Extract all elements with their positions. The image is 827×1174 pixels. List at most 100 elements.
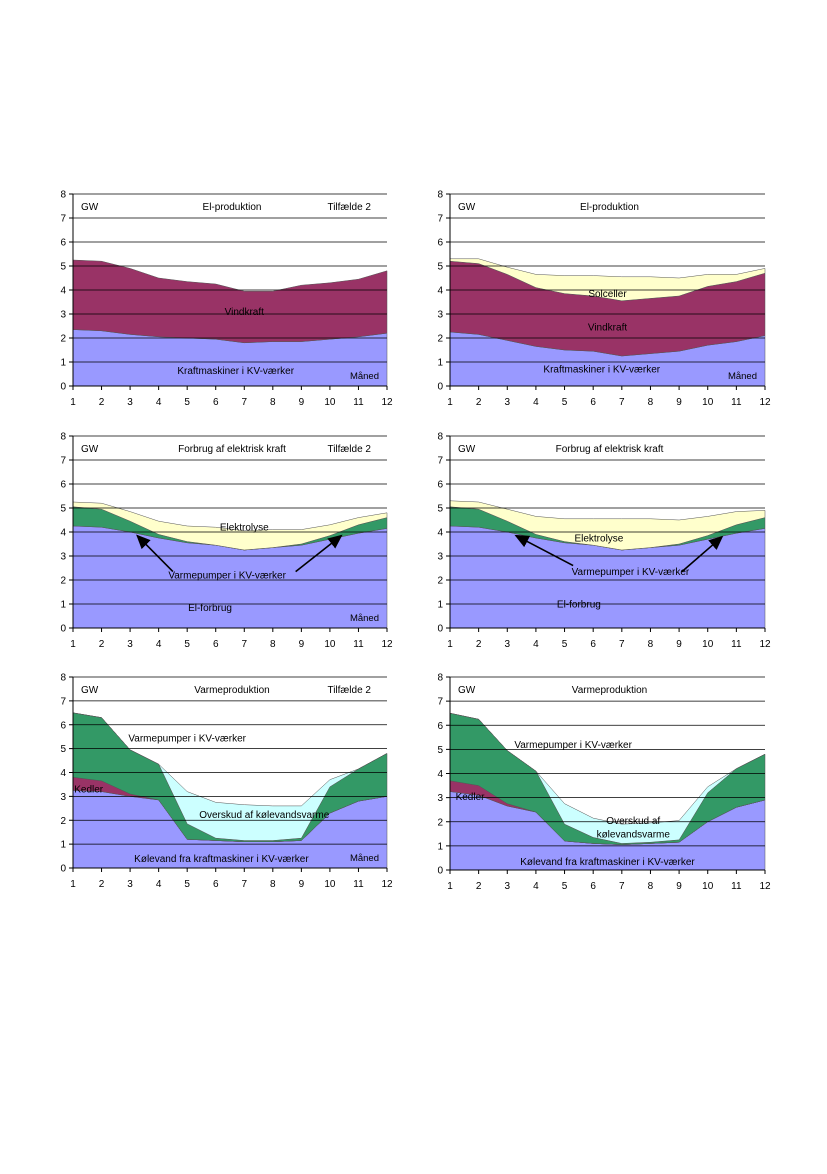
x-tick-label: 4 [533,881,539,892]
x-tick-label: 7 [241,879,247,890]
area-label: Kedler [456,792,486,803]
y-tick-label: 7 [437,697,443,708]
x-tick-label: 2 [99,639,105,650]
y-tick-label: 3 [437,793,443,804]
label-arrow [136,534,174,573]
x-tick-label: 8 [648,639,654,650]
x-tick-label: 4 [156,397,162,408]
x-tick-label: 4 [533,397,539,408]
y-tick-label: 4 [437,286,443,297]
x-tick-label: 1 [447,639,453,650]
x-tick-label: 8 [270,397,276,408]
area-label: Vindkraft [225,307,265,318]
y-tick-label: 8 [437,673,443,684]
chart-title: Forbrug af elektrisk kraft [178,444,286,455]
x-tick-label: 1 [447,881,453,892]
x-tick-label: 2 [476,881,482,892]
x-tick-label: 6 [213,879,219,890]
area-label: Elektrolyse [574,534,623,545]
y-tick-label: 0 [60,624,66,635]
x-tick-label: 3 [504,881,510,892]
chart-title: Varmeproduktion [194,685,269,696]
x-tick-label: 1 [70,879,76,890]
x-tick-label: 1 [70,639,76,650]
x-tick-label: 10 [324,397,336,408]
x-tick-label: 11 [731,397,742,408]
area-label: Kølevand fra kraftmaskiner i KV-værker [134,854,309,865]
case-label: Tilfælde 2 [327,202,371,213]
y-tick-label: 3 [437,552,443,563]
area-label: Solceller [588,289,627,300]
y-tick-label: 1 [60,840,66,851]
y-tick-label: 0 [437,624,443,635]
y-tick-label: 0 [60,864,66,875]
x-tick-label: 2 [476,639,482,650]
y-tick-label: 4 [60,528,66,539]
x-tick-label: 6 [590,639,596,650]
y-tick-label: 3 [60,310,66,321]
y-tick-label: 1 [437,600,443,611]
area-label: Kølevand fra kraftmaskiner i KV-værker [520,857,695,868]
x-tick-label: 11 [353,879,364,890]
series-area-2 [72,259,388,344]
y-tick-label: 6 [60,480,66,491]
x-tick-label: 1 [447,397,453,408]
y-tick-label: 1 [60,358,66,369]
y-tick-label: 3 [437,310,443,321]
x-tick-label: 9 [676,639,682,650]
area-label: El-forbrug [557,600,601,611]
y-tick-label: 2 [60,816,66,827]
y-tick-label: 5 [437,745,443,756]
x-tick-label: 5 [184,397,190,408]
x-tick-label: 5 [184,639,190,650]
x-axis-label: Måned [350,371,379,382]
area-label: Kraftmaskiner i KV-værker [177,366,294,377]
y-tick-label: 2 [60,576,66,587]
x-tick-label: 6 [213,397,219,408]
area-label: Kraftmaskiner i KV-værker [543,365,660,376]
y-tick-label: 2 [437,334,443,345]
y-tick-label: 2 [437,576,443,587]
y-tick-label: 7 [60,456,66,467]
x-axis-label: Måned [728,371,757,382]
y-tick-label: 5 [60,504,66,515]
x-tick-label: 2 [476,397,482,408]
x-tick-label: 7 [619,397,625,408]
y-tick-label: 5 [437,504,443,515]
x-axis-label: Måned [350,613,379,624]
x-tick-label: 3 [504,639,510,650]
x-tick-label: 5 [562,397,568,408]
x-tick-label: 7 [619,881,625,892]
unit-label: GW [81,444,99,455]
y-tick-label: 2 [60,334,66,345]
area-label: Kedler [74,785,104,796]
x-tick-label: 10 [324,879,336,890]
series-area-4 [449,712,766,844]
y-tick-label: 1 [437,841,443,852]
label-arrow [681,535,724,573]
chart-title: El-produktion [580,202,639,213]
y-tick-label: 5 [437,262,443,273]
x-tick-label: 3 [504,397,510,408]
x-tick-label: 6 [590,397,596,408]
x-tick-label: 6 [213,639,219,650]
area-label: Overskud af [606,816,660,827]
area-label: El-forbrug [188,603,232,614]
x-tick-label: 11 [353,639,364,650]
y-tick-label: 8 [437,432,443,443]
x-tick-label: 7 [619,639,625,650]
x-tick-label: 8 [270,639,276,650]
area-label: Varmepumper i KV-værker [514,740,632,751]
x-tick-label: 12 [759,397,771,408]
y-tick-label: 4 [437,769,443,780]
x-tick-label: 7 [241,397,247,408]
x-tick-label: 11 [731,639,742,650]
x-tick-label: 8 [270,879,276,890]
x-tick-label: 4 [533,639,539,650]
y-tick-label: 0 [437,866,443,877]
x-tick-label: 9 [299,879,305,890]
